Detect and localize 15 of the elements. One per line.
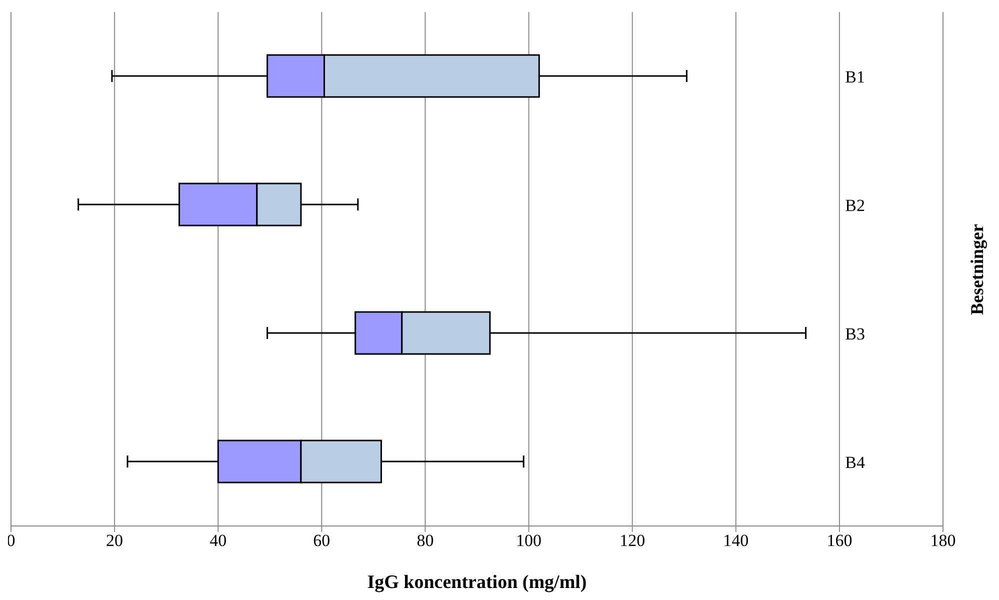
- x-tick-label: 120: [620, 531, 646, 550]
- x-tick-label: 180: [930, 531, 956, 550]
- y-axis-title: Besetninger: [966, 224, 988, 314]
- x-tick-label: 80: [416, 531, 434, 550]
- x-tick-label: 40: [210, 531, 227, 550]
- x-tick-label: 100: [516, 531, 542, 550]
- x-tick-label: 60: [313, 531, 330, 550]
- x-tick-label: 160: [826, 531, 852, 550]
- y-tick-label: B4: [845, 452, 866, 472]
- x-tick-label: 140: [723, 531, 749, 550]
- x-axis-title: IgG koncentration (mg/ml): [367, 572, 587, 593]
- y-tick-label: B3: [845, 324, 865, 344]
- x-tick-label: 20: [106, 531, 124, 550]
- y-tick-label: B1: [845, 67, 865, 86]
- y-tick-label: B2: [845, 196, 865, 215]
